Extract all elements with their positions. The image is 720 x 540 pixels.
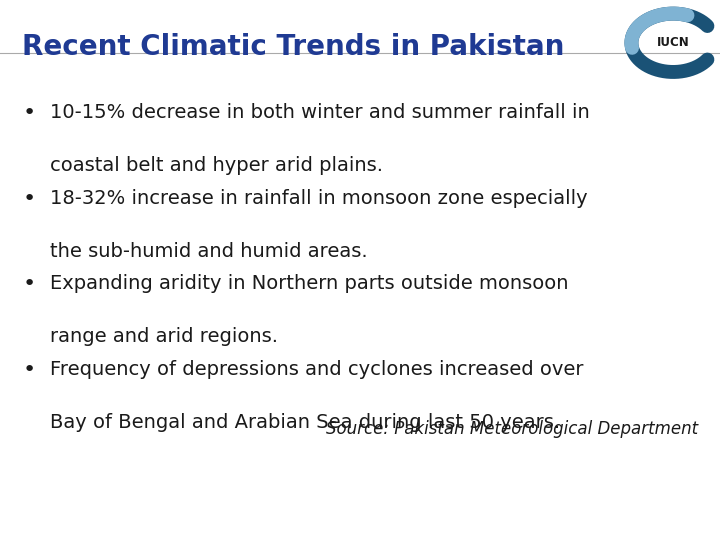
Text: 10-15% decrease in both winter and summer rainfall in: 10-15% decrease in both winter and summe… [50, 103, 590, 122]
Text: Source: Pakistan Meteorological Department: Source: Pakistan Meteorological Departme… [326, 420, 698, 438]
Text: Expanding aridity in Northern parts outside monsoon: Expanding aridity in Northern parts outs… [50, 274, 569, 293]
Text: •: • [22, 189, 35, 209]
Text: IUCN: IUCN [657, 36, 690, 49]
Text: Bay of Bengal and Arabian Sea during last 50 years.: Bay of Bengal and Arabian Sea during las… [50, 413, 561, 431]
Text: coastal belt and hyper arid plains.: coastal belt and hyper arid plains. [50, 156, 383, 175]
Text: Frequency of depressions and cyclones increased over: Frequency of depressions and cyclones in… [50, 360, 584, 379]
Text: Recent Climatic Trends in Pakistan: Recent Climatic Trends in Pakistan [22, 33, 564, 60]
Text: 18-32% increase in rainfall in monsoon zone especially: 18-32% increase in rainfall in monsoon z… [50, 189, 588, 208]
Text: •: • [22, 360, 35, 380]
Text: March 18, 2008: March 18, 2008 [583, 514, 702, 529]
Text: the sub-humid and humid areas.: the sub-humid and humid areas. [50, 241, 368, 261]
Text: range and arid regions.: range and arid regions. [50, 327, 279, 346]
Text: •: • [22, 103, 35, 123]
Text: •: • [22, 274, 35, 294]
